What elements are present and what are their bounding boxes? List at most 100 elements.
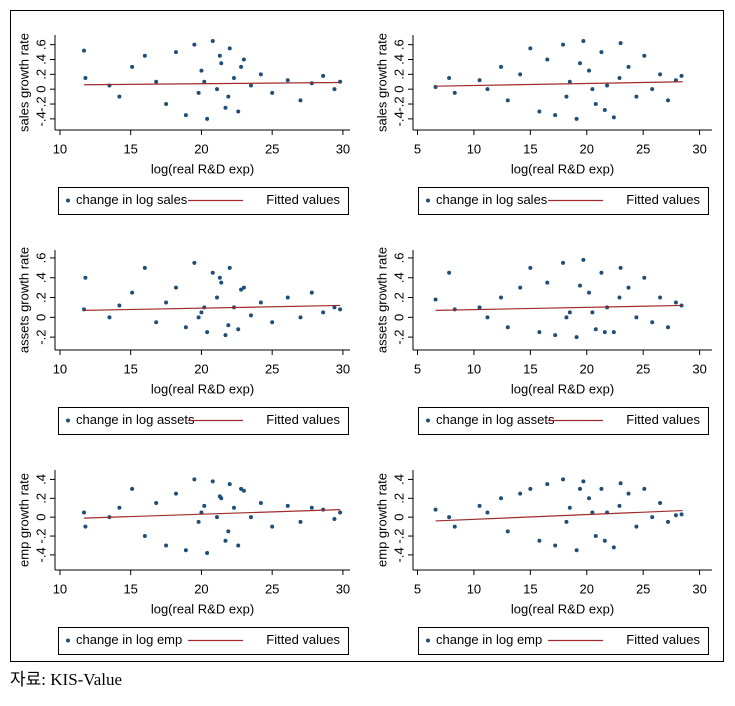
y-tick-label: -.4: [391, 111, 406, 126]
legend-label: change in log assets: [76, 412, 195, 427]
scatter-point: [452, 524, 457, 529]
scatter-point: [605, 83, 610, 88]
scatter-point: [574, 548, 579, 553]
scatter-point: [199, 310, 204, 315]
scatter-point: [433, 507, 438, 512]
scatter-point: [202, 503, 207, 508]
scatter-point: [485, 315, 490, 320]
scatter-point: [154, 79, 159, 84]
scatter-point: [593, 327, 598, 332]
x-axis-label: log(real R&D exp): [151, 161, 254, 176]
x-tick-label: 15: [123, 581, 137, 596]
y-tick-label: .6: [391, 252, 406, 263]
y-tick-label: -.2: [33, 96, 48, 111]
scatter-point: [183, 548, 188, 553]
x-axis-label: log(real R&D exp): [151, 381, 254, 396]
y-tick-label: -.2: [391, 96, 406, 111]
scatter-point: [581, 38, 586, 43]
scatter-point: [338, 79, 343, 84]
scatter-point: [298, 315, 303, 320]
scatter-point: [215, 87, 220, 92]
scatter-point: [236, 327, 241, 332]
scatter-point: [215, 295, 220, 300]
scatter-point: [561, 260, 566, 265]
scatter-point: [130, 64, 135, 69]
y-tick-label: 0: [33, 314, 48, 321]
y-tick-label: -.2: [33, 330, 48, 345]
scatter-point: [505, 529, 510, 534]
legend-label: change in log sales: [436, 192, 548, 207]
y-tick-label: 0: [33, 514, 48, 521]
x-tick-label: 25: [265, 581, 279, 596]
scatter-point: [477, 503, 482, 508]
scatter-point: [673, 300, 678, 305]
legend-label: Fitted values: [626, 412, 700, 427]
x-tick-label: 10: [467, 141, 481, 156]
scatter-point: [241, 285, 246, 290]
scatter-point: [581, 479, 586, 484]
scatter-point: [658, 501, 663, 506]
scatter-point: [309, 290, 314, 295]
scatter-point: [447, 515, 452, 520]
scatter-point: [665, 519, 670, 524]
y-tick-label: -.4: [33, 111, 48, 126]
scatter-point: [226, 529, 231, 534]
y-tick-label: .4: [391, 54, 406, 65]
scatter-point: [241, 488, 246, 493]
scatter-point: [617, 503, 622, 508]
legend-marker: [66, 638, 70, 643]
scatter-point: [561, 477, 566, 482]
scatter-point: [196, 315, 201, 320]
scatter-point: [258, 501, 263, 506]
scatter-point: [499, 64, 504, 69]
source-note: 자료: KIS-Value: [10, 670, 122, 689]
legend-marker: [66, 418, 70, 423]
x-tick-label: 25: [265, 141, 279, 156]
scatter-point: [217, 275, 222, 280]
y-tick-label: -.2: [33, 528, 48, 543]
legend-label: Fitted values: [626, 192, 700, 207]
scatter-point: [332, 305, 337, 310]
scatter-point: [574, 116, 579, 121]
scatter-point: [217, 494, 222, 499]
scatter-point: [239, 287, 244, 292]
scatter-point: [219, 61, 224, 66]
scatter-point: [617, 295, 622, 300]
scatter-point: [626, 285, 631, 290]
scatter-point: [270, 524, 275, 529]
scatter-point: [593, 534, 598, 539]
legend-label: Fitted values: [266, 192, 340, 207]
scatter-point: [338, 510, 343, 515]
scatter-point: [236, 543, 241, 548]
scatter-point: [285, 78, 290, 83]
scatter-point: [433, 84, 438, 89]
scatter-point: [142, 534, 147, 539]
y-tick-label: -.4: [33, 547, 48, 562]
scatter-point: [658, 295, 663, 300]
x-tick-label: 30: [692, 361, 706, 376]
scatter-point: [577, 61, 582, 66]
scatter-point: [223, 333, 228, 338]
scatter-point: [577, 486, 582, 491]
scatter-point: [618, 481, 623, 486]
scatter-point: [231, 505, 236, 510]
legend-label: Fitted values: [266, 412, 340, 427]
legend-marker: [426, 198, 430, 203]
scatter-point: [642, 486, 647, 491]
scatter-point: [499, 496, 504, 501]
scatter-point: [248, 515, 253, 520]
y-tick-label: .2: [391, 69, 406, 80]
scatter-point: [602, 538, 607, 543]
scatter-point: [577, 283, 582, 288]
scatter-point: [587, 290, 592, 295]
scatter-point: [321, 73, 326, 78]
scatter-point: [164, 102, 169, 107]
scatter-point: [505, 98, 510, 103]
scatter-point: [593, 102, 598, 107]
scatter-point: [205, 116, 210, 121]
scatter-point: [553, 113, 558, 118]
scatter-point: [173, 491, 178, 496]
scatter-point: [199, 68, 204, 73]
scatter-point: [553, 333, 558, 338]
